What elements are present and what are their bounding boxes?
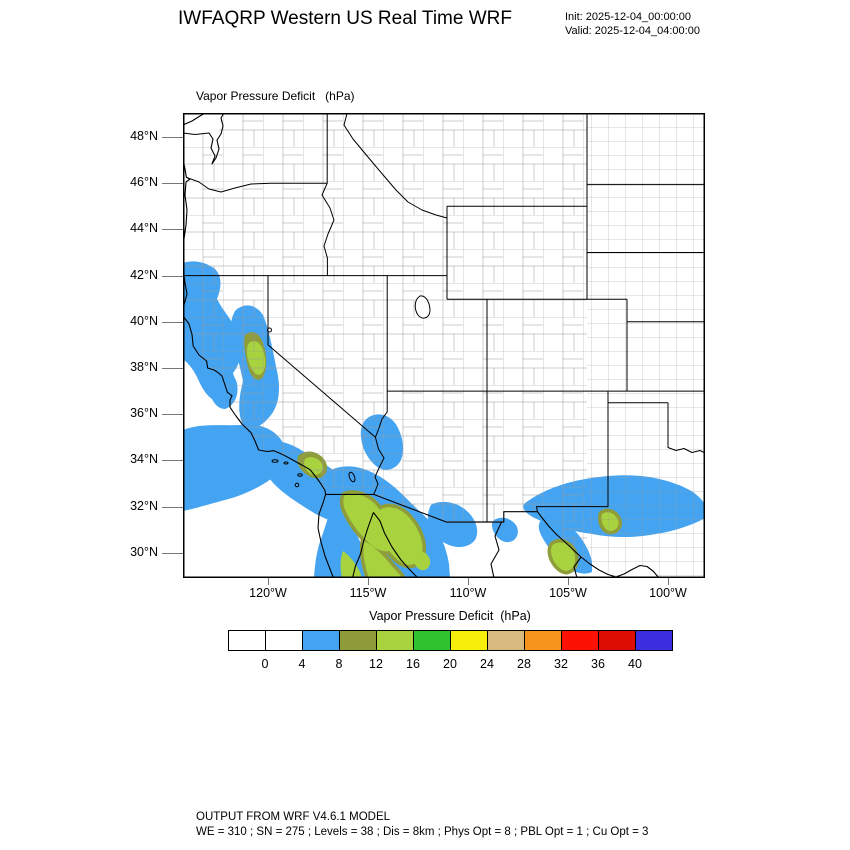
lon-axis-label: 105°W — [549, 586, 587, 600]
colorbar-cell — [450, 630, 488, 651]
lat-axis-label: 40°N — [130, 313, 158, 328]
colorbar-tick-label: 16 — [406, 657, 420, 671]
lat-axis-label: 30°N — [130, 544, 158, 559]
colorbar-tick-label: 20 — [443, 657, 457, 671]
map-frame — [183, 113, 705, 578]
lon-tick — [368, 578, 369, 585]
lat-tick — [162, 183, 183, 185]
colorbar-cell — [598, 630, 636, 651]
international-borders — [325, 493, 660, 578]
colorbar-cell — [265, 630, 303, 651]
footer: OUTPUT FROM WRF V4.6.1 MODEL WE = 310 ; … — [196, 810, 648, 840]
colorbar-cell — [302, 630, 340, 651]
lake-tahoe — [267, 327, 272, 333]
lat-tick — [162, 552, 183, 554]
state-borders — [184, 113, 705, 523]
colorbar-cell — [635, 630, 673, 651]
colorbar-cell — [487, 630, 525, 651]
lon-tick — [668, 578, 669, 585]
lat-tick — [162, 137, 183, 138]
run-time-block: Init: 2025-12-04_00:00:00 Valid: 2025-12… — [565, 10, 700, 38]
colorbar-title: Vapor Pressure Deficit (hPa) — [369, 609, 531, 623]
colorbar-tick-label: 40 — [628, 657, 642, 671]
lon-axis-label: 110°W — [449, 586, 487, 600]
lat-axis-label: 44°N — [130, 221, 158, 236]
colorbar-cell — [561, 630, 599, 651]
colorbar — [228, 630, 673, 651]
islands — [271, 459, 303, 488]
valid-time: Valid: 2025-12-04_04:00:00 — [565, 25, 700, 37]
colorbar-cell — [524, 630, 562, 651]
lat-axis-label: 32°N — [130, 498, 158, 513]
footer-config-line: WE = 310 ; SN = 275 ; Levels = 38 ; Dis … — [196, 826, 649, 838]
page-title: IWFAQRP Western US Real Time WRF — [178, 8, 512, 29]
lat-tick — [162, 368, 183, 369]
colorbar-cell — [413, 630, 451, 651]
lat-axis-label: 48°N — [130, 129, 158, 143]
lon-tick — [468, 578, 469, 585]
colorbar-tick-label: 4 — [298, 657, 306, 671]
lat-tick — [162, 414, 183, 416]
colorbar-tick-label: 36 — [591, 657, 605, 671]
lat-tick — [162, 321, 183, 323]
colorbar-tick-label: 0 — [261, 657, 269, 671]
lat-tick — [162, 275, 183, 277]
lon-axis-label: 115°W — [349, 586, 387, 600]
lat-axis-label: 36°N — [130, 406, 158, 421]
lat-axis-label: 46°N — [130, 175, 158, 190]
lat-tick — [162, 460, 183, 462]
wrf-map-svg — [183, 113, 705, 578]
lon-tick — [568, 578, 569, 585]
lon-axis-label: 120°W — [249, 586, 287, 600]
lat-axis-label: 38°N — [130, 360, 158, 374]
footer-model-line: OUTPUT FROM WRF V4.6.1 MODEL — [196, 811, 391, 823]
map-figure — [183, 113, 705, 578]
colorbar-tick-label: 28 — [517, 657, 531, 671]
lat-tick — [162, 506, 183, 508]
colorbar-tick-label: 32 — [554, 657, 568, 671]
salton-sea — [348, 471, 356, 483]
colorbar-cell — [339, 630, 377, 651]
colorbar-tick-label: 8 — [335, 657, 343, 671]
colorbar-tick-label: 12 — [369, 657, 383, 671]
colorbar-tick-label: 24 — [480, 657, 494, 671]
colorbar-cell — [376, 630, 414, 651]
lat-tick — [162, 229, 183, 231]
great-salt-lake — [267, 295, 431, 483]
lat-axis-label: 42°N — [130, 267, 158, 282]
colorbar-cell — [228, 630, 266, 651]
coastline — [183, 113, 419, 578]
init-time: Init: 2025-12-04_00:00:00 — [565, 11, 691, 23]
lat-axis-label: 34°N — [130, 452, 158, 467]
lon-tick — [268, 578, 269, 585]
lon-axis-label: 100°W — [649, 586, 687, 600]
field-label: Vapor Pressure Deficit (hPa) — [196, 89, 355, 103]
